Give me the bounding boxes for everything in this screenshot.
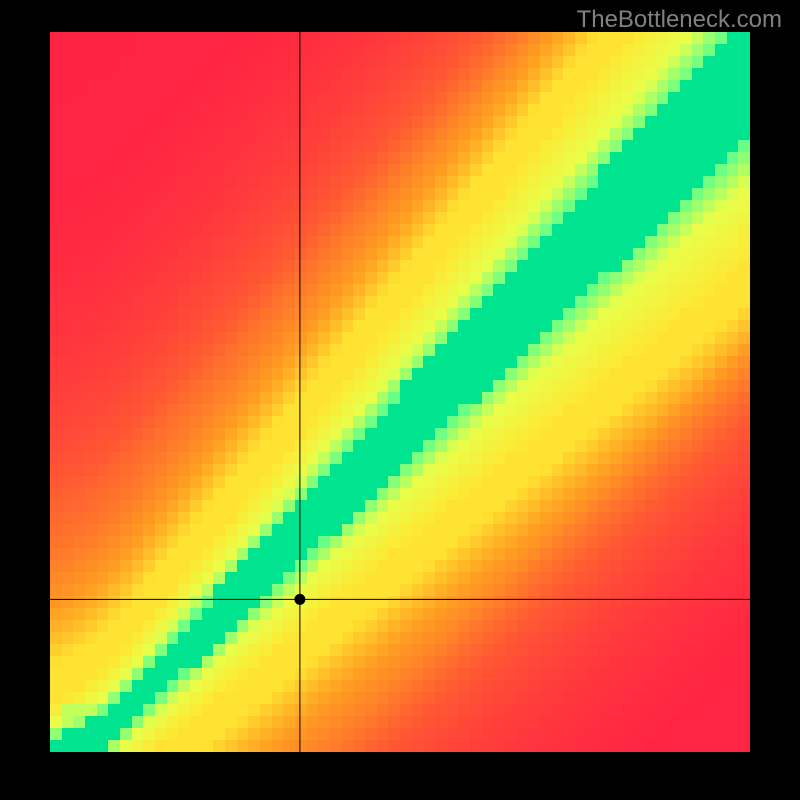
watermark-text: TheBottleneck.com <box>577 6 782 34</box>
root: TheBottleneck.com <box>0 0 800 800</box>
plot-area <box>50 32 750 752</box>
overlay-svg <box>50 32 750 752</box>
crosshair-marker <box>294 594 305 605</box>
